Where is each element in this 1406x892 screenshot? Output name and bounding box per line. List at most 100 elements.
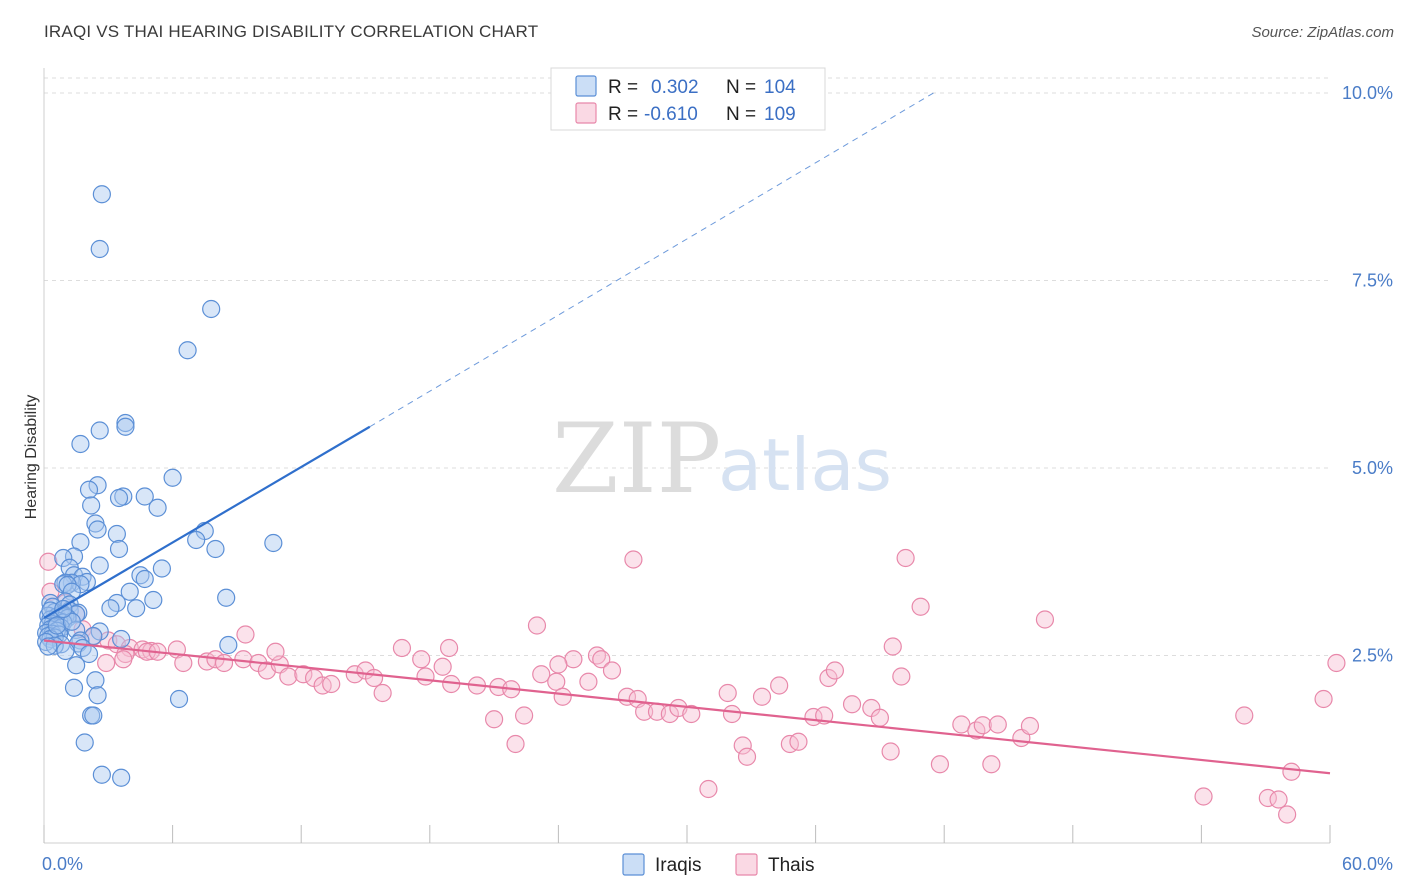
thai-point-99 [1314,689,1333,709]
thai-point-26 [279,667,298,686]
y-tick-label-3: 10.0% [1342,83,1393,103]
thai-point-67 [733,736,752,755]
chart-title: IRAQI VS THAI HEARING DISABILITY CORRELA… [44,22,539,41]
thai-point-84 [930,755,950,774]
thai-point-13 [114,650,133,669]
legend-r-label-iraqis: R = [608,77,638,98]
bottom-legend: Iraqis Thais [622,853,814,876]
bottom-legend-swatch-iraqis [622,853,645,876]
bottom-legend-swatch-thais [735,853,758,876]
iraqi-point-10 [79,480,99,499]
thai-point-63 [682,704,701,724]
thai-point-81 [892,667,911,686]
iraqi-point-50 [127,599,146,618]
thai-point-69 [770,676,789,695]
iraqi-point-24 [206,539,225,559]
y-axis-label: Hearing Disability [23,395,40,520]
iraqi-point-9 [88,476,107,495]
iraqi-point-84 [219,635,238,655]
thai-point-93 [1194,787,1213,806]
thai-point-82 [896,548,915,568]
bottom-legend-label-thais: Thais [768,855,814,876]
legend-r-value-thais: -0.610 [644,104,698,125]
source-label: Source: ZipAtlas.com [1251,24,1394,41]
iraqi-point-69 [67,620,86,640]
legend-n-value-iraqis: 104 [764,77,796,98]
iraqi-point-13 [109,488,129,508]
thai-point-91 [1020,716,1040,736]
thai-point-94 [1235,706,1254,725]
thai-point-78 [870,708,890,727]
thai-point-96 [1269,790,1288,809]
iraqi-point-12 [135,487,154,506]
thai-point-20 [214,653,234,673]
thai-point-98 [1278,805,1297,824]
thais-points [39,548,1346,824]
iraqis-trend-line [43,425,371,619]
iraqi-point-98 [92,765,111,784]
thai-point-47 [527,616,547,635]
thai-point-14 [97,653,116,673]
thai-point-88 [982,755,1001,774]
thai-point-79 [881,742,900,761]
iraqi-point-79 [112,629,131,649]
thai-point-68 [737,747,757,766]
thai-point-42 [485,710,504,729]
iraqi-point-20 [187,530,206,550]
thai-point-34 [373,683,392,703]
thai-point-22 [236,625,255,644]
thai-point-33 [364,668,384,688]
iraqi-point-23 [109,539,129,559]
legend-n-label-iraqis: N = [726,77,756,98]
iraqi-point-101 [47,616,66,635]
x-tick-labels: 0.0% 60.0% [42,854,1393,874]
thai-point-52 [579,672,598,691]
y-tick-label-1: 5.0% [1352,458,1393,478]
thai-point-0 [39,552,58,571]
thai-point-87 [973,716,992,735]
iraqi-point-99 [112,768,131,787]
iraqi-point-97 [75,733,94,752]
thai-point-21 [234,650,253,669]
iraqi-point-5 [116,417,135,436]
iraqi-point-96 [84,706,103,725]
iraqi-point-3 [178,341,197,360]
thai-point-71 [789,732,808,751]
iraqi-point-42 [217,588,236,607]
thai-point-17 [174,653,193,673]
axes [43,68,1331,844]
iraqi-point-8 [163,468,182,487]
thai-point-55 [602,661,622,680]
y-tick-label-2: 7.5% [1352,271,1393,291]
iraqi-point-26 [54,548,73,568]
iraqi-point-7 [71,434,90,454]
iraqi-point-33 [135,569,154,589]
legend-swatch-thais [575,102,597,124]
iraqi-point-27 [90,556,109,575]
legend-swatch-iraqis [575,75,597,97]
iraqi-point-91 [86,671,105,690]
iraqi-point-2 [202,299,221,319]
thai-point-36 [412,650,431,669]
y-tick-labels: 2.5% 5.0% 7.5% 10.0% [1342,83,1393,666]
iraqi-point-102 [62,612,81,631]
thai-point-48 [532,665,551,684]
thai-point-75 [825,661,844,680]
iraqi-point-21 [264,533,283,553]
iraqi-point-19 [107,524,126,544]
thai-point-50 [553,687,572,706]
trend-lines [43,92,1331,775]
legend-r-value-iraqis: 0.302 [651,77,699,98]
bottom-legend-label-iraqis: Iraqis [655,855,701,876]
thai-point-46 [506,734,525,754]
thai-point-39 [439,638,459,658]
thai-point-101 [266,642,285,661]
x-tick-label-1: 60.0% [1342,854,1393,874]
iraqi-point-1 [90,239,109,259]
thai-point-74 [819,668,838,688]
iraqis-points [37,185,283,787]
iraqi-point-0 [92,185,111,204]
thai-point-65 [718,683,737,703]
thai-point-58 [624,550,643,569]
legend-n-value-thais: 109 [764,104,796,125]
